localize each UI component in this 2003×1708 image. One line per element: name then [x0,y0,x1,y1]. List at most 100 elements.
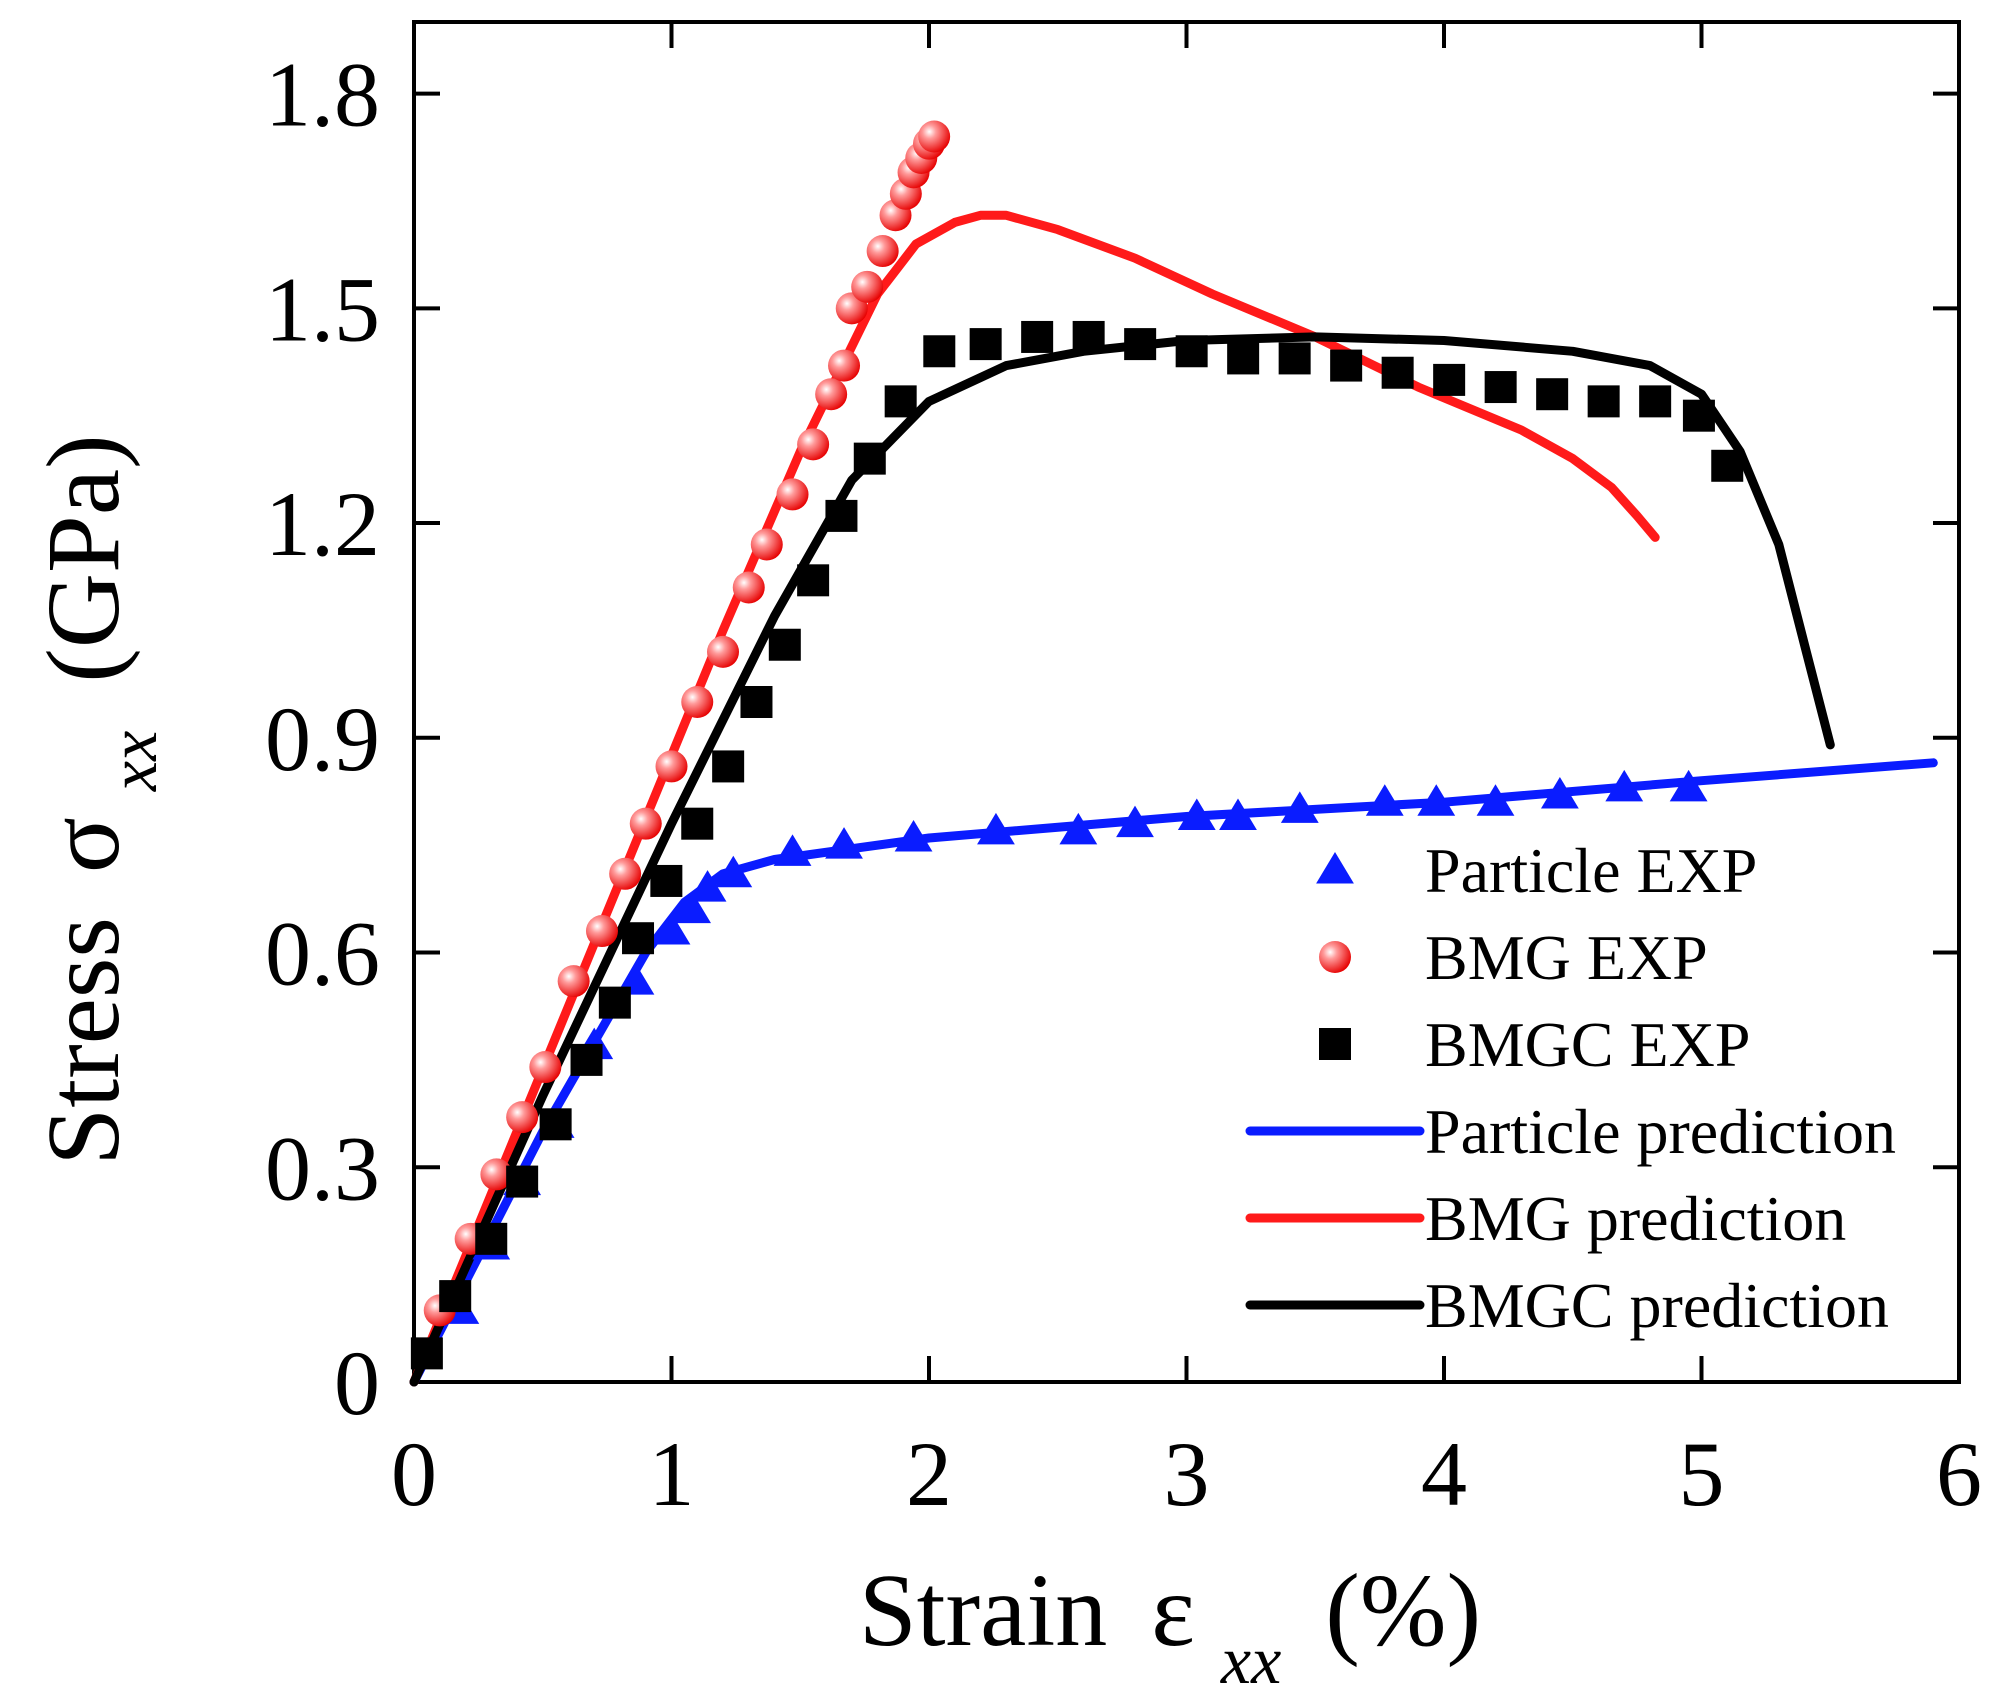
y-tick-label: 1.2 [265,473,380,575]
x-tick-label: 0 [391,1423,437,1525]
y-axis-title-main: Stress [26,917,141,1165]
bmgc-exp-point [1484,371,1517,404]
bmgc-exp-point [768,628,801,661]
x-tick-label: 2 [906,1423,952,1525]
bmg-exp-point [506,1101,539,1134]
bmg-exp-point [707,635,739,668]
x-axis-title-unit: (%) [1325,1553,1481,1668]
bmgc-exp-point [1021,320,1054,353]
bmgc-exp-point [1639,385,1672,418]
particle-exp-point [1605,769,1644,802]
particle-exp-point [1116,805,1154,838]
x-axis-title: Strain ε xx (%) [859,1553,1481,1706]
legend: Particle EXP BMG EXP BMGC EXP Particle pred… [1245,835,1896,1341]
legend-item-bmg-exp: BMG EXP [1319,922,1708,993]
bmgc-exp-point [1587,385,1620,418]
bmgc-exp-point [969,328,1002,361]
legend-label-bmgc-prediction: BMGC prediction [1425,1270,1889,1341]
bmgc-exp-point [1072,320,1105,353]
x-tick-label: 5 [1679,1423,1725,1525]
bmg-exp-point [776,478,809,511]
legend-swatch-particle-exp [1316,852,1354,884]
bmgc-exp-point [740,686,773,718]
y-tick-label: 0.6 [265,903,380,1005]
y-tick-label: 1.5 [265,258,380,360]
legend-item-bmgc-prediction: BMGC prediction [1245,1270,1889,1341]
bmgc-exp-points [410,320,1744,1370]
y-axis-title-unit: (GPa) [26,434,141,682]
legend-label-bmg-prediction: BMG prediction [1425,1183,1846,1254]
bmgc-exp-point [1227,342,1260,375]
particle-exp-point [894,820,933,852]
plot-frame [412,20,1961,1384]
particle-exp-point [1059,812,1098,845]
bmgc-exp-point [681,807,714,840]
bmgc-exp-point [1682,399,1715,432]
bmg-exp-point [681,686,714,718]
x-tick-label: 3 [1164,1423,1210,1525]
bmg-exp-point [609,857,642,890]
bmg-exp-point [557,965,590,998]
bmgc-exp-point [506,1165,539,1198]
bmg-exp-point [480,1158,513,1191]
bmg-exp-point [629,807,662,840]
legend-swatch-bmgc-exp [1319,1028,1351,1060]
bmgc-exp-point [923,335,956,368]
particle-exp-point [1219,798,1257,831]
bmgc-exp-point [712,750,745,783]
axes [412,20,1961,1384]
axis-ticks [412,22,1961,1384]
y-axis-title: Stress σ xx (GPa) [26,434,179,1165]
x-tick-label: 4 [1421,1423,1467,1525]
x-axis-title-symbol: ε [1151,1553,1195,1668]
bmgc-exp-point [825,499,858,532]
bmg-exp-point [815,378,848,411]
bmg-exp-point [851,270,884,303]
bmg-exp-points [423,120,951,1327]
legend-label-bmg-exp: BMG EXP [1425,922,1708,993]
legend-item-particle-exp: Particle EXP [1316,835,1757,906]
particle-exp-point [977,812,1015,845]
particle-exp-point [773,834,812,866]
bmg-exp-point [529,1051,562,1084]
y-axis-title-symbol: σ [26,817,141,873]
bmgc-exp-point [1278,342,1311,375]
particle-exp-point [825,827,863,859]
bmgc-exp-point [1124,328,1157,361]
x-tick-label: 6 [1936,1423,1982,1525]
particle-exp-point [1669,769,1708,802]
bmgc-exp-point [853,442,886,475]
particle-exp-point [1280,791,1319,823]
bmgc-exp-point [622,922,655,955]
bmgc-exp-point [797,564,830,597]
bmgc-exp-point [1711,449,1744,482]
y-axis-title-subscript: xx [95,731,171,792]
bmg-exp-point [797,428,830,461]
series-markers [410,120,1744,1370]
bmgc-exp-point [598,986,631,1019]
x-axis-title-subscript: xx [1220,1622,1281,1698]
legend-label-particle-exp: Particle EXP [1425,835,1757,906]
y-tick-labels: 0 0.3 0.6 0.9 1.2 1.5 1.8 [265,44,380,1434]
bmgc-prediction-line [409,332,1835,1387]
legend-swatch-bmg-exp [1319,941,1351,973]
x-axis-title-main: Strain [859,1553,1107,1668]
legend-item-bmg-prediction: BMG prediction [1245,1183,1846,1254]
bmg-exp-point [866,235,899,268]
particle-exp-point [1417,784,1456,816]
particle-exp-point [1476,784,1515,816]
bmgc-exp-point [1433,363,1466,396]
bmgc-exp-point [1536,378,1569,411]
bmgc-exp-point [570,1043,603,1076]
bmgc-exp-point [475,1222,508,1255]
legend-label-bmgc-exp: BMGC EXP [1425,1009,1750,1080]
legend-label-particle-prediction: Particle prediction [1425,1096,1896,1167]
bmgc-exp-point [1175,335,1208,368]
y-tick-label: 0.9 [265,688,380,790]
particle-exp-point [652,913,691,945]
particle-exp-point [688,870,727,902]
bmg-exp-point [750,528,783,561]
particle-exp-point [1365,784,1404,816]
x-tick-labels: 0 1 2 3 4 5 6 [391,1423,1982,1525]
bmgc-exp-point [410,1337,443,1370]
